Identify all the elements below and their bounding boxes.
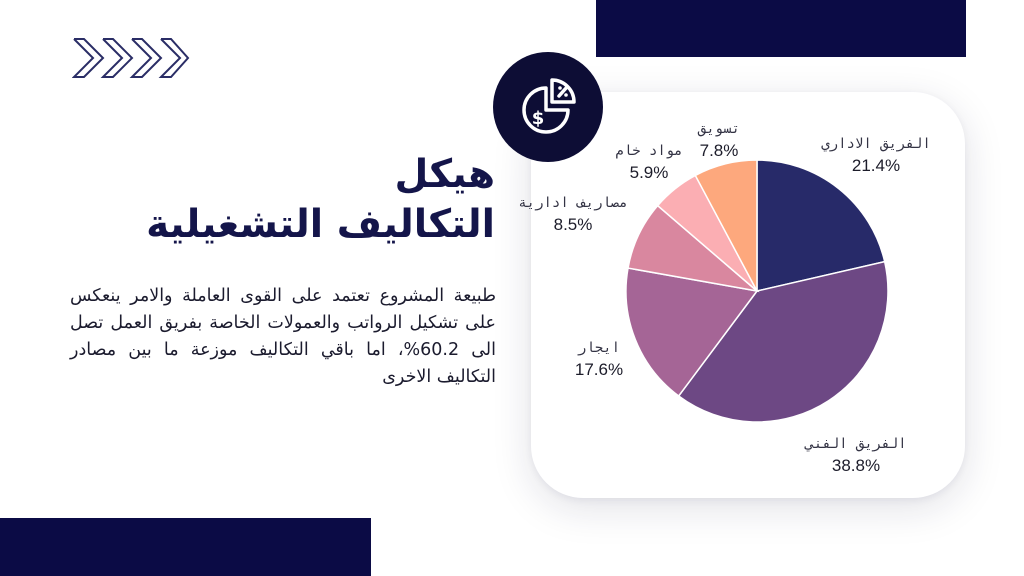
slice-name: ايجار xyxy=(577,340,621,356)
slice-percent: 5.9% xyxy=(629,163,669,182)
slice-name: الفريق الفني xyxy=(805,436,907,452)
slice-name: مواد خام xyxy=(615,143,683,159)
slice-percent: 17.6% xyxy=(574,360,624,379)
icon-badge: $ xyxy=(493,52,603,162)
slice-label-admin-team: الفريق الاداري 21.4% xyxy=(821,133,931,177)
pie-slice-marketing xyxy=(694,159,758,292)
top-accent-bar xyxy=(596,0,966,57)
slice-label-rent: ايجار 17.6% xyxy=(575,337,623,381)
bottom-accent-bar xyxy=(0,518,371,576)
slice-percent: 38.8% xyxy=(831,456,881,475)
slice-name: الفريق الاداري xyxy=(821,136,931,152)
slice-name: تسويق xyxy=(697,121,741,137)
slice-label-admin-expenses: مصاريف ادارية 8.5% xyxy=(518,192,628,236)
title-line-1: هيكل xyxy=(394,152,495,197)
chevrons-right-icon xyxy=(72,38,190,78)
slice-percent: 8.5% xyxy=(553,215,593,234)
page-title: هيكل التكاليف التشغيلية xyxy=(146,150,495,250)
slice-percent: 7.8% xyxy=(699,141,739,160)
svg-text:$: $ xyxy=(532,108,545,129)
title-line-2: التكاليف التشغيلية xyxy=(146,202,495,247)
pie-slice-technical-team xyxy=(677,260,889,423)
slice-percent: 21.4% xyxy=(851,156,901,175)
body-paragraph: طبيعة المشروع تعتمد على القوى العاملة وا… xyxy=(70,286,496,387)
pie-slice-rent xyxy=(625,267,759,398)
slice-label-technical-team: الفريق الفني 38.8% xyxy=(805,433,906,477)
slice-label-raw-materials: مواد خام 5.9% xyxy=(615,140,682,184)
slice-name: مصاريف ادارية xyxy=(518,195,628,211)
slice-label-marketing: تسويق 7.8% xyxy=(698,118,740,162)
pie-slice-admin-team xyxy=(756,159,886,292)
pie-chart-dollar-icon: $ xyxy=(522,78,576,134)
